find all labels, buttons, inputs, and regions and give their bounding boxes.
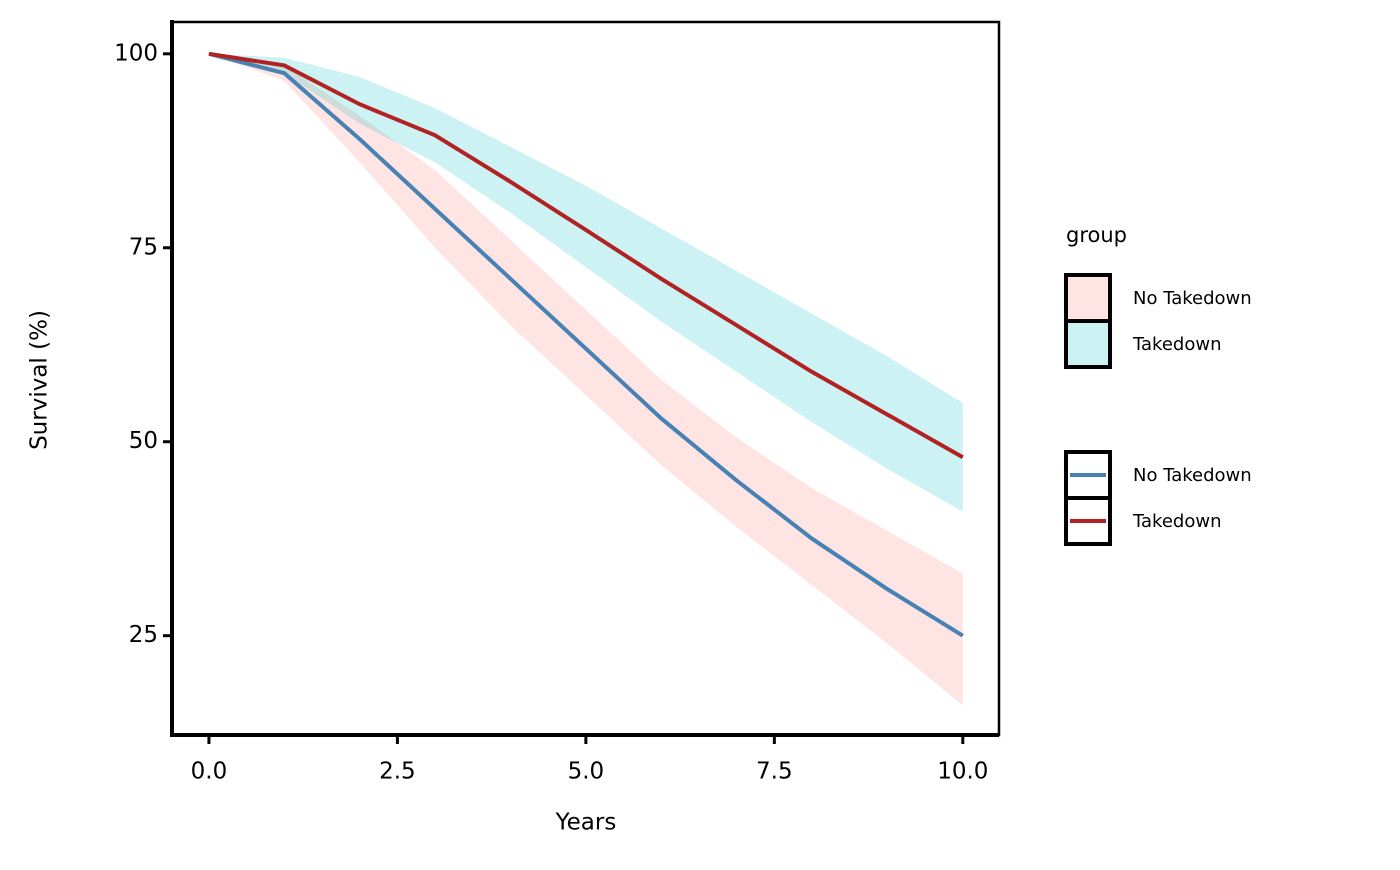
confidence-band <box>208 53 963 512</box>
legend-title: group <box>1066 223 1127 247</box>
survival-line <box>208 51 964 638</box>
survival-line <box>208 51 964 459</box>
y-tick-label: 25 <box>129 622 158 648</box>
legend-fill-key <box>1064 319 1112 369</box>
legend-label: Takedown <box>1132 511 1221 532</box>
x-tick-label: 10.0 <box>937 759 988 785</box>
y-axis-title: Survival (%) <box>27 310 53 450</box>
y-tick-label: 50 <box>129 428 158 454</box>
legend-fill-key <box>1064 273 1112 323</box>
x-tick-label: 0.0 <box>191 759 228 785</box>
y-tick-label: 100 <box>114 40 158 66</box>
x-axis-title: Years <box>555 810 617 836</box>
legend-label: No Takedown <box>1133 288 1252 309</box>
x-tick-label: 7.5 <box>756 759 793 785</box>
y-tick-label: 75 <box>129 234 158 260</box>
confidence-band <box>208 53 963 706</box>
legend-label: No Takedown <box>1133 465 1252 486</box>
x-tick-label: 2.5 <box>379 759 416 785</box>
legend-label: Takedown <box>1132 334 1221 355</box>
x-tick-label: 5.0 <box>568 759 605 785</box>
